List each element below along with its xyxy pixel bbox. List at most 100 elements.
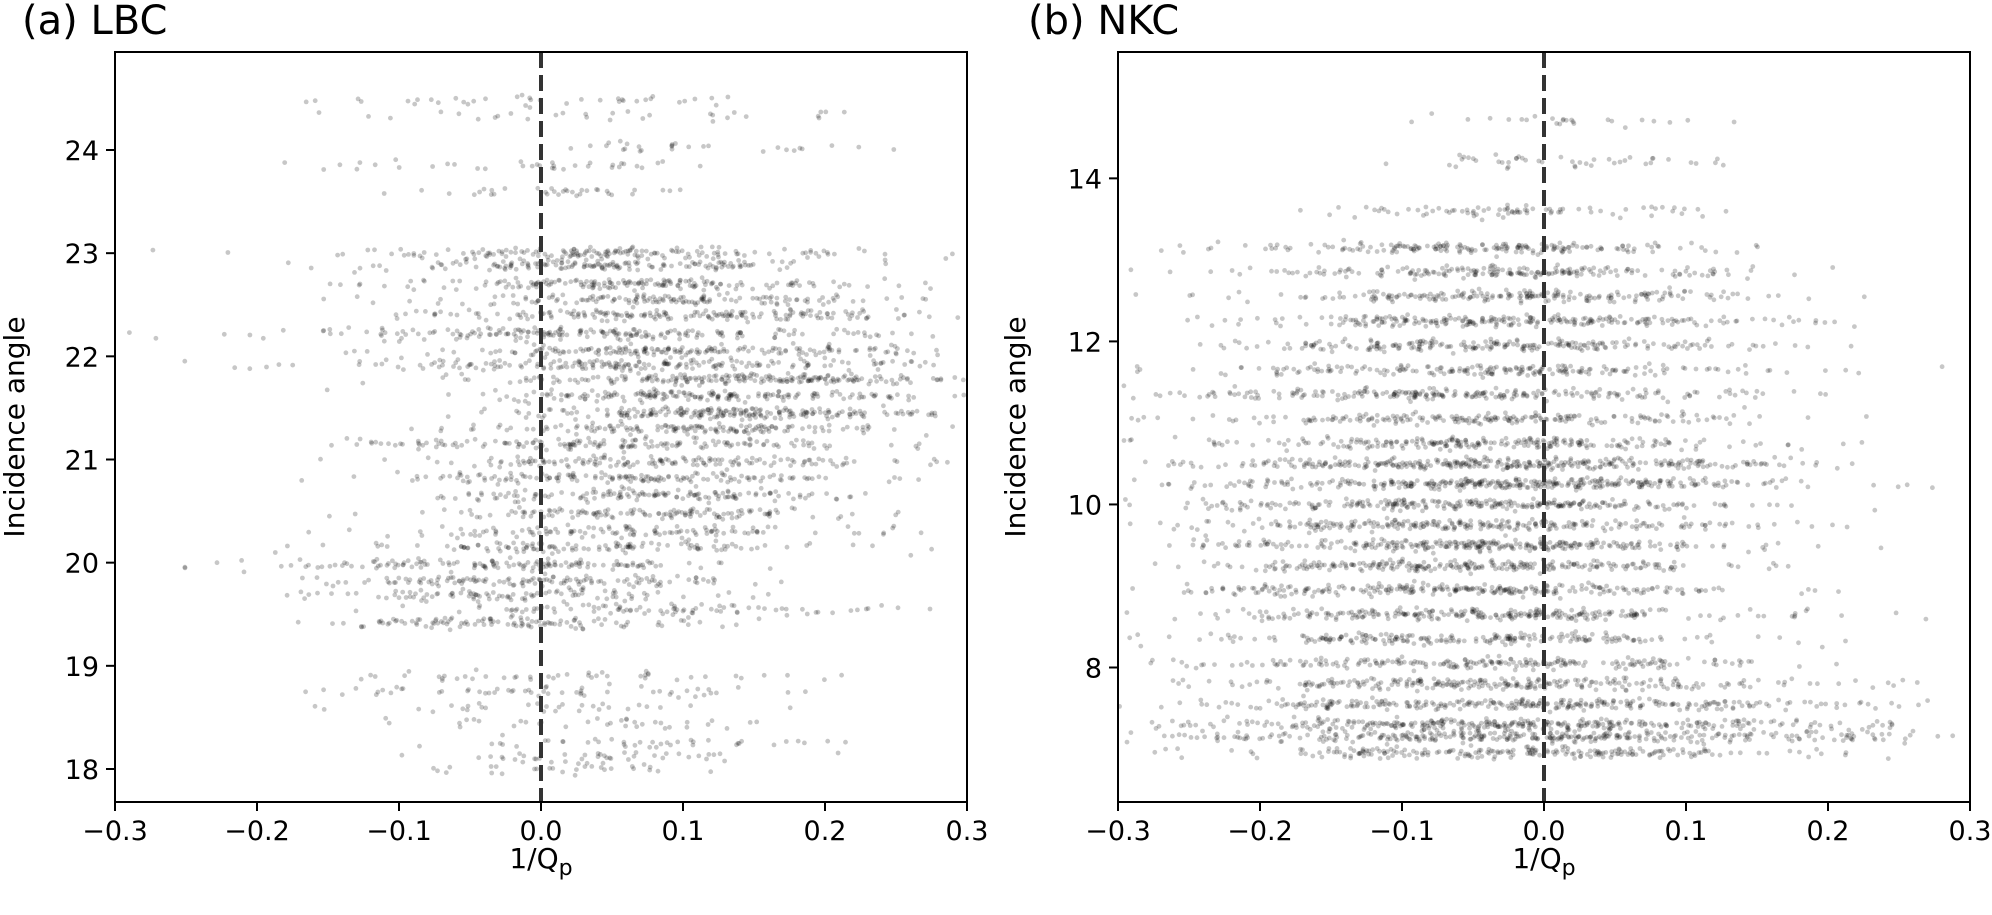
scatter-point bbox=[513, 275, 519, 281]
scatter-point bbox=[666, 278, 672, 283]
scatter-point bbox=[632, 444, 638, 449]
scatter-point bbox=[739, 282, 745, 288]
scatter-point bbox=[609, 192, 615, 198]
scatter-point bbox=[613, 365, 618, 371]
scatter-point bbox=[511, 723, 517, 729]
scatter-point bbox=[724, 372, 729, 378]
scatter-point bbox=[692, 428, 698, 434]
scatter-point bbox=[586, 670, 592, 676]
scatter-point bbox=[517, 327, 523, 333]
scatter-point bbox=[617, 265, 623, 270]
scatter-point bbox=[321, 296, 327, 302]
scatter-point bbox=[668, 355, 673, 360]
scatter-point bbox=[619, 313, 625, 318]
scatter-point bbox=[477, 603, 483, 608]
scatter-point bbox=[577, 528, 583, 534]
scatter-point bbox=[654, 347, 660, 352]
scatter-point bbox=[611, 562, 617, 568]
scatter-point bbox=[711, 580, 717, 586]
scatter-point bbox=[523, 312, 529, 318]
scatter-point bbox=[669, 689, 674, 695]
scatter-point bbox=[551, 189, 557, 195]
scatter-point bbox=[553, 589, 559, 595]
scatter-point bbox=[653, 488, 659, 494]
scatter-point bbox=[602, 588, 608, 594]
scatter-point bbox=[611, 329, 617, 334]
scatter-point bbox=[725, 290, 730, 296]
scatter-point bbox=[880, 360, 886, 365]
scatter-point bbox=[915, 446, 921, 451]
scatter-point bbox=[782, 428, 787, 434]
scatter-point bbox=[809, 491, 815, 497]
scatter-point bbox=[701, 287, 707, 293]
scatter-point bbox=[722, 262, 727, 268]
scatter-point bbox=[791, 496, 796, 502]
scatter-point bbox=[632, 187, 637, 193]
scatter-point bbox=[534, 162, 540, 167]
scatter-point bbox=[1465, 117, 1471, 122]
scatter-point bbox=[686, 299, 692, 305]
scatter-point bbox=[859, 376, 865, 382]
scatter-point bbox=[806, 475, 812, 481]
scatter-point bbox=[523, 103, 528, 108]
scatter-point bbox=[770, 283, 776, 289]
scatter-point bbox=[785, 302, 791, 308]
scatter-point bbox=[1298, 207, 1303, 213]
scatter-point bbox=[684, 365, 689, 370]
scatter-point bbox=[529, 619, 535, 624]
scatter-point bbox=[745, 319, 751, 325]
scatter-point bbox=[729, 358, 735, 363]
scatter-point bbox=[504, 394, 510, 399]
scatter-point bbox=[720, 374, 726, 380]
scatter-point bbox=[591, 511, 596, 517]
scatter-point bbox=[930, 334, 936, 339]
scatter-point bbox=[734, 251, 740, 257]
scatter-point bbox=[465, 333, 471, 338]
scatter-point bbox=[632, 529, 637, 535]
scatter-point bbox=[613, 263, 619, 269]
scatter-point bbox=[399, 355, 404, 361]
scatter-point bbox=[603, 312, 609, 318]
scatter-point bbox=[491, 301, 497, 307]
scatter-point bbox=[574, 250, 580, 256]
scatter-point bbox=[739, 312, 745, 318]
scatter-point bbox=[542, 459, 548, 465]
scatter-point bbox=[878, 361, 884, 366]
scatter-point bbox=[850, 542, 856, 548]
scatter-point bbox=[315, 590, 320, 596]
scatter-point bbox=[676, 330, 682, 336]
scatter-point bbox=[508, 249, 514, 255]
x-tick-label: −0.2 bbox=[224, 816, 290, 847]
scatter-point bbox=[1493, 152, 1499, 158]
scatter-point bbox=[1659, 267, 1665, 273]
scatter-point bbox=[1128, 267, 1134, 273]
scatter-point bbox=[520, 759, 526, 765]
scatter-point bbox=[625, 313, 631, 319]
scatter-point bbox=[507, 362, 512, 368]
scatter-point bbox=[1514, 155, 1519, 161]
scatter-point bbox=[825, 344, 831, 350]
scatter-point bbox=[561, 350, 567, 355]
scatter-point bbox=[774, 405, 780, 410]
scatter-point bbox=[707, 262, 713, 268]
scatter-point bbox=[1503, 243, 1509, 249]
scatter-point bbox=[512, 757, 518, 762]
scatter-point bbox=[739, 313, 745, 319]
scatter-point bbox=[613, 601, 619, 607]
scatter-point bbox=[722, 313, 728, 319]
scatter-point bbox=[290, 362, 296, 368]
scatter-point bbox=[394, 331, 400, 337]
scatter-point bbox=[553, 262, 559, 268]
scatter-point bbox=[807, 280, 812, 285]
scatter-point bbox=[534, 284, 539, 290]
scatter-point bbox=[862, 330, 867, 336]
scatter-point bbox=[726, 429, 731, 434]
scatter-point bbox=[752, 427, 758, 433]
scatter-point bbox=[548, 563, 553, 569]
scatter-point bbox=[1611, 160, 1617, 166]
scatter-point bbox=[605, 480, 611, 486]
scatter-point bbox=[528, 690, 534, 695]
scatter-point bbox=[770, 259, 775, 264]
scatter-point bbox=[655, 768, 661, 774]
